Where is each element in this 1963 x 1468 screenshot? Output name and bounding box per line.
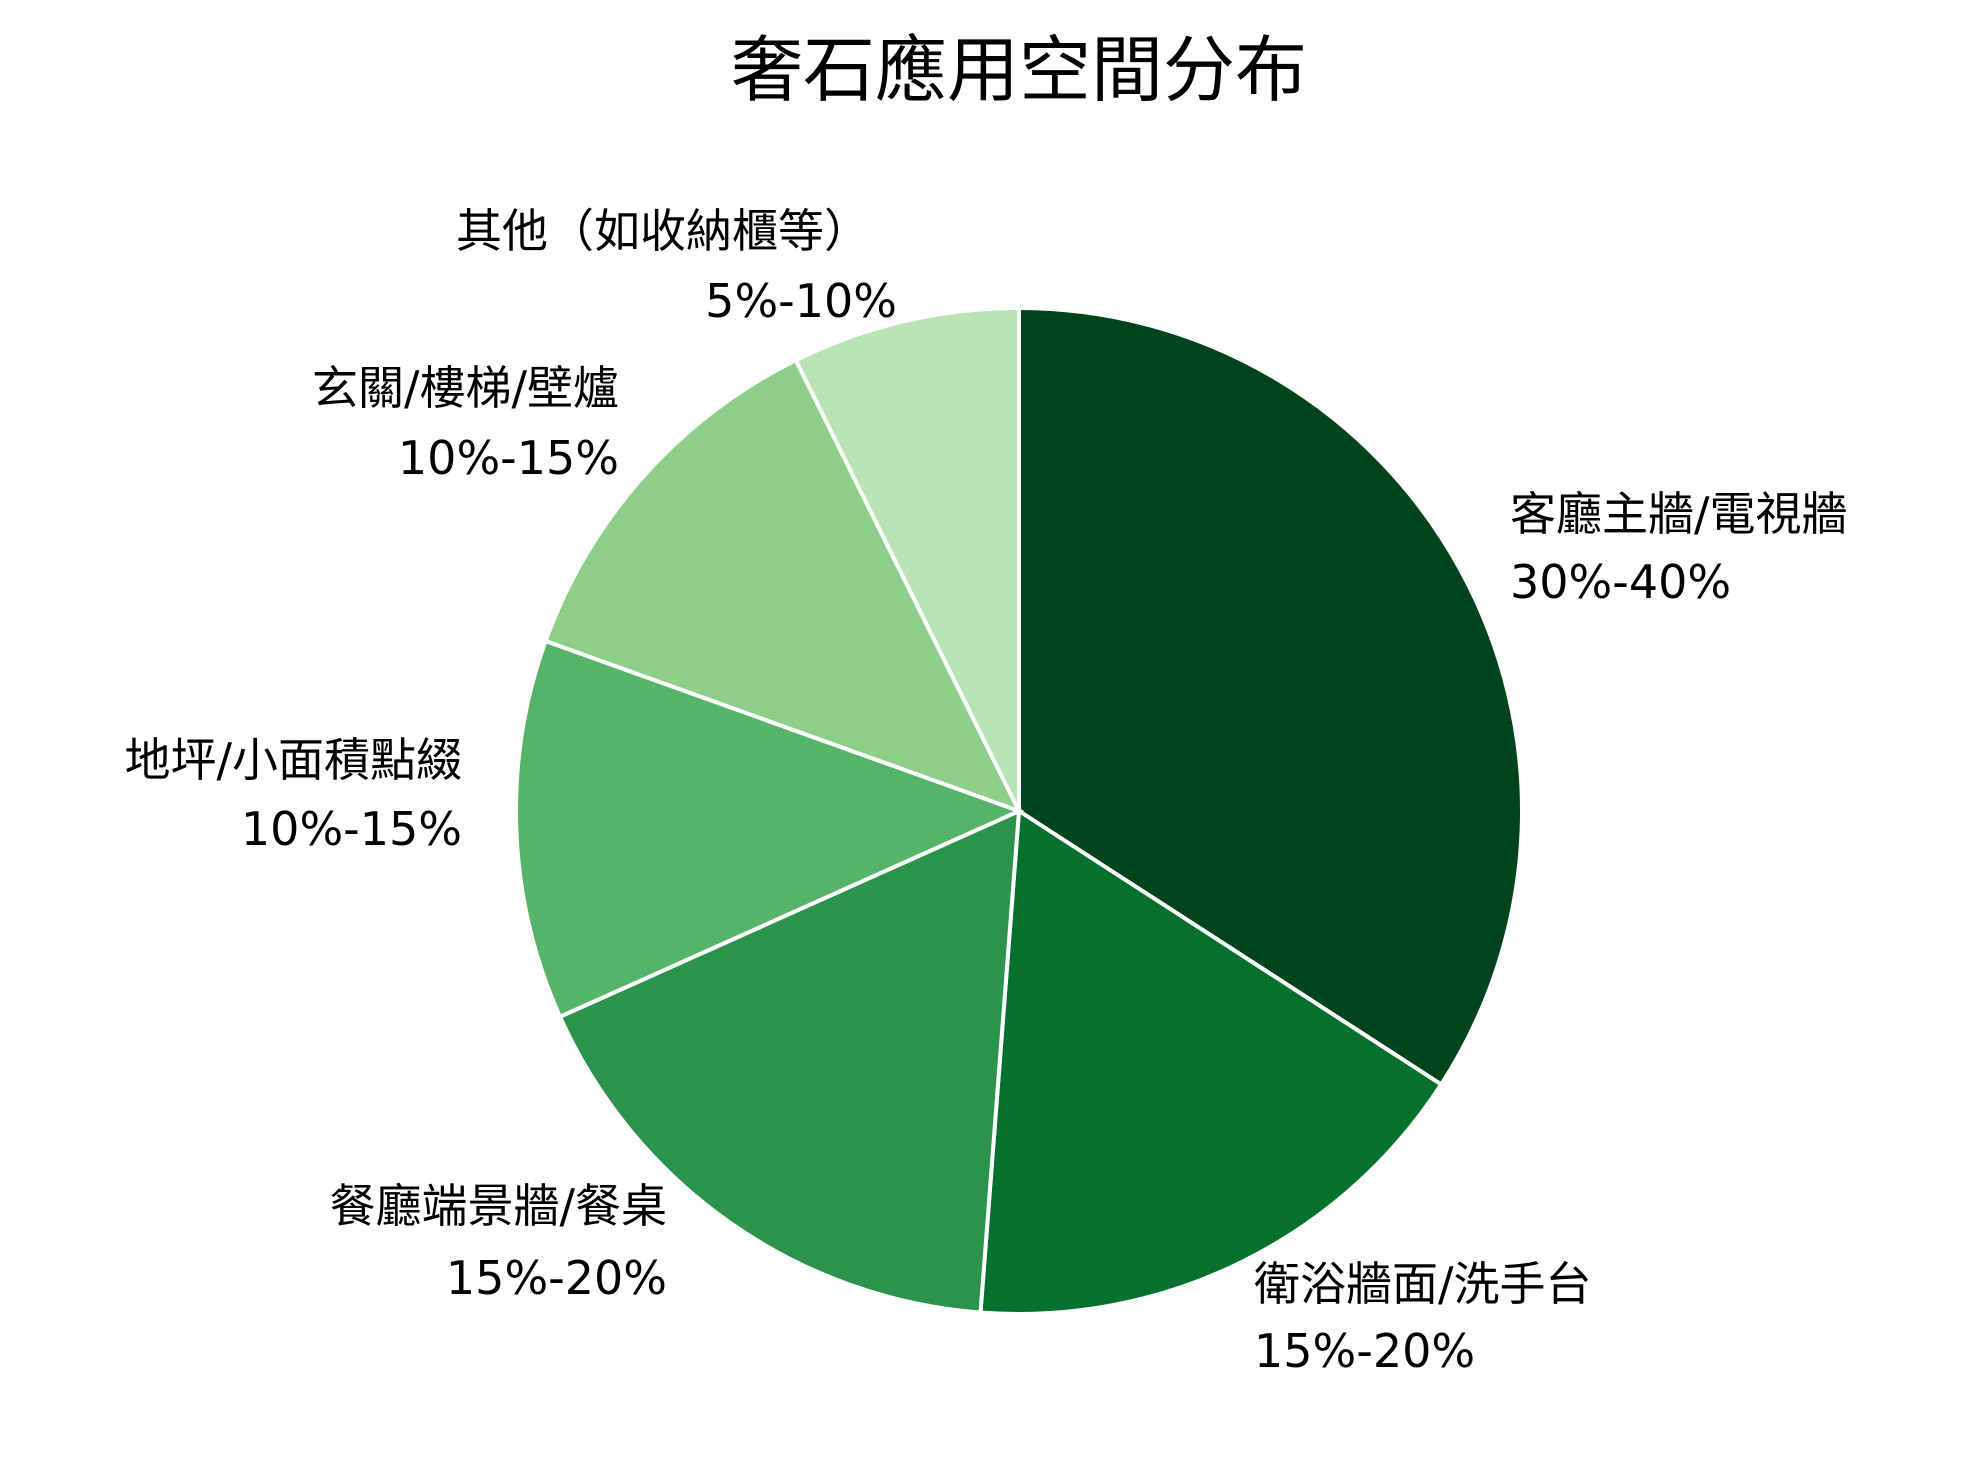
slice-range-1: 15%-20% <box>1254 1324 1475 1378</box>
slice-range-0: 30%-40% <box>1510 555 1731 609</box>
chart-title: 奢石應用空間分布 <box>731 28 1307 112</box>
pie-slice-2 <box>557 807 1022 1315</box>
slice-label-3: 地坪/小面積點綴 <box>125 733 463 787</box>
slice-label-5: 其他（如收納櫃等） <box>456 204 870 258</box>
slice-label-4: 玄關/樓梯/壁爐 <box>312 361 619 415</box>
slice-label-2: 餐廳端景牆/餐桌 <box>330 1179 668 1233</box>
slice-label-1: 衛浴牆面/洗手台 <box>1254 1257 1592 1311</box>
slice-range-4: 10%-15% <box>398 431 619 485</box>
slice-range-5: 5%-10% <box>705 274 897 328</box>
pie-slice-5 <box>793 305 1021 812</box>
slice-range-3: 10%-15% <box>241 802 462 856</box>
pie-slices <box>514 305 1524 1316</box>
pie-labels: 客廳主牆/電視牆 30%-40% 衛浴牆面/洗手台 15%-20% 餐廳端景牆/… <box>125 204 1848 1378</box>
slice-label-0: 客廳主牆/電視牆 <box>1510 487 1848 541</box>
slice-range-2: 15%-20% <box>446 1251 667 1305</box>
pie-slice-4 <box>543 357 1023 815</box>
pie-slice-1 <box>978 807 1444 1316</box>
pie-slice-3 <box>514 638 1025 1020</box>
